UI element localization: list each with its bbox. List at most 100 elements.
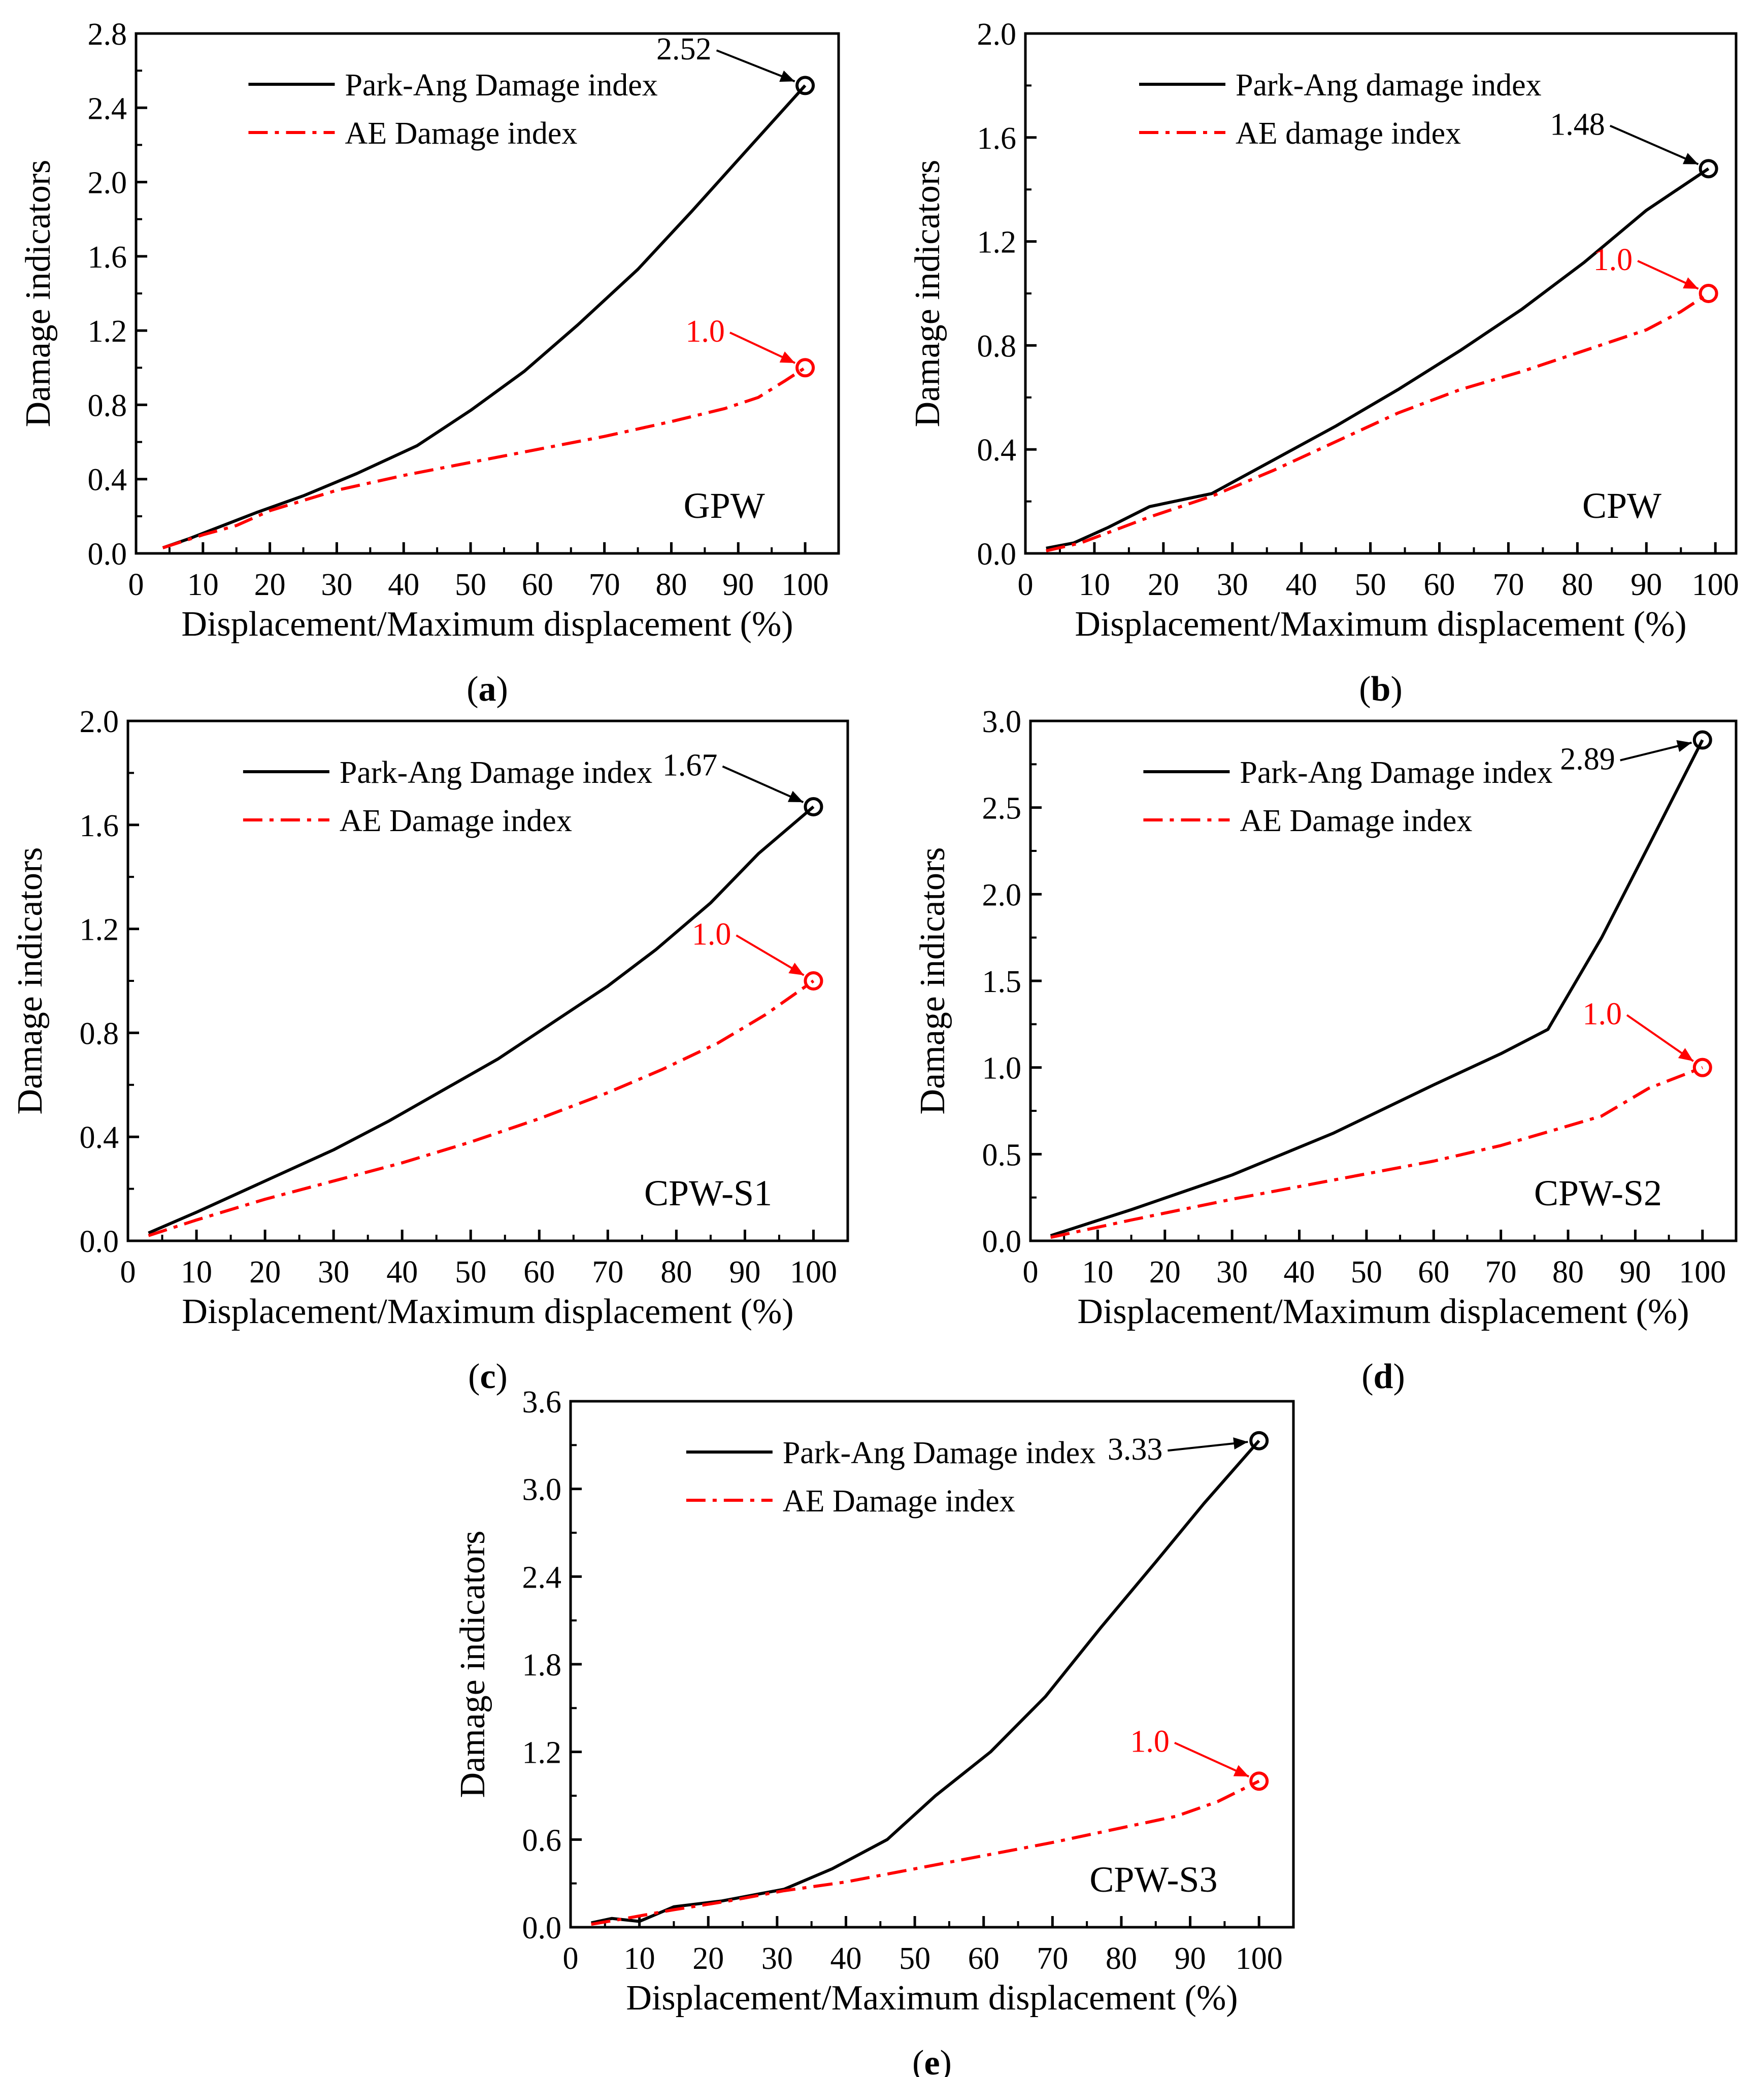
end-marker xyxy=(1699,159,1718,179)
annotation-arrow xyxy=(1609,124,1699,166)
chart-panel-a: 0 10 20 30 40 50 60 70 80 90 100 0.0 0.4 0.8 1.2 1.6 2.0… xyxy=(19,17,840,709)
y-axis: 0.0 0.4 0.8 1.2 1.6 2.0 2.4 2.8 xyxy=(88,17,147,572)
x-tick-label: 80 xyxy=(1106,1941,1137,1976)
annotation-arrowhead xyxy=(1683,153,1699,164)
value-annotation: 1.67 xyxy=(662,748,718,783)
x-tick-label: 30 xyxy=(761,1941,793,1976)
x-tick-label: 20 xyxy=(249,1255,281,1290)
legend-label: AE damage index xyxy=(1236,116,1461,151)
x-tick-label: 40 xyxy=(386,1255,418,1290)
value-annotation: 1.0 xyxy=(685,314,725,349)
legend-label: AE Damage index xyxy=(340,804,572,838)
end-marker xyxy=(1249,1431,1269,1450)
value-annotation: 2.89 xyxy=(1560,742,1615,777)
annotation-arrowhead xyxy=(1683,277,1699,289)
annotation-arrow xyxy=(722,765,804,803)
y-tick-label: 1.6 xyxy=(80,809,119,843)
plot-frame xyxy=(569,1400,1295,1929)
y-axis-label: Damage indicators xyxy=(913,847,952,1115)
panel-caption: (a) xyxy=(467,670,508,709)
plot-frame xyxy=(1024,32,1738,555)
x-tick-label: 100 xyxy=(790,1255,837,1290)
series-line-ae xyxy=(1050,1066,1703,1239)
x-tick-label: 0 xyxy=(1018,568,1034,602)
plot-frame xyxy=(135,32,840,555)
series-line-park-ang xyxy=(1050,739,1704,1237)
y-axis: 0.0 0.4 0.8 1.2 1.6 2.0 xyxy=(80,705,139,1259)
y-axis-label: Damage indicators xyxy=(11,847,50,1115)
chart-panel-e: 0 10 20 30 40 50 60 70 80 90 100 0.0 0.6 1.2 1.8 2.4 3.0… xyxy=(453,1385,1295,2077)
annotation-arrowhead xyxy=(779,70,795,82)
end-marker xyxy=(1699,284,1718,303)
y-tick-label: 2.0 xyxy=(977,17,1017,52)
x-axis: 0 10 20 30 40 50 60 70 80 90 100 xyxy=(1018,542,1739,602)
panel-label: GPW xyxy=(684,485,765,526)
end-marker xyxy=(804,971,823,991)
x-tick-label: 80 xyxy=(655,568,687,602)
x-tick-label: 0 xyxy=(128,568,144,602)
x-tick-label: 60 xyxy=(522,568,553,602)
x-tick-label: 50 xyxy=(455,568,486,602)
annotation-arrowhead xyxy=(1233,1765,1249,1777)
y-axis: 0.0 0.4 0.8 1.2 1.6 2.0 xyxy=(977,17,1037,572)
value-annotation: 1.0 xyxy=(692,917,731,951)
x-tick-label: 50 xyxy=(1351,1255,1382,1290)
y-tick-label: 2.8 xyxy=(88,17,127,52)
series-line-park-ang xyxy=(162,84,807,549)
annotation-arrowhead xyxy=(1233,1437,1248,1449)
y-tick-label: 1.2 xyxy=(80,913,119,947)
x-tick-label: 60 xyxy=(1424,568,1455,602)
legend-label: Park-Ang Damage index xyxy=(345,68,657,103)
plot-frame xyxy=(126,719,849,1242)
end-marker xyxy=(795,358,815,378)
annotation-arrowhead xyxy=(788,963,804,975)
legend-label: AE Damage index xyxy=(345,116,577,151)
y-tick-label: 2.4 xyxy=(88,91,127,126)
x-tick-label: 100 xyxy=(782,568,829,602)
x-tick-label: 30 xyxy=(1216,1255,1248,1290)
y-tick-label: 1.5 xyxy=(982,965,1022,999)
y-tick-label: 1.6 xyxy=(977,121,1017,156)
legend-label: Park-Ang Damage index xyxy=(1240,755,1552,790)
y-axis-label: Damage indicators xyxy=(453,1531,492,1798)
chart-panel-c: 0 10 20 30 40 50 60 70 80 90 100 0.0 0.4 0.8 1.2 1.6 2.0… xyxy=(11,705,849,1396)
x-tick-label: 100 xyxy=(1236,1941,1283,1976)
x-tick-label: 10 xyxy=(624,1941,655,1976)
series-line-ae xyxy=(162,366,806,549)
x-axis-label: Displacement/Maximum displacement (%) xyxy=(181,605,793,644)
y-tick-label: 0.4 xyxy=(88,463,127,498)
x-tick-label: 70 xyxy=(1485,1255,1517,1290)
x-tick-label: 30 xyxy=(321,568,352,602)
x-tick-label: 40 xyxy=(388,568,419,602)
series-line-park-ang xyxy=(1046,167,1710,550)
panel-label: CPW xyxy=(1582,485,1661,526)
y-axis-label: Damage indicators xyxy=(19,160,58,427)
y-tick-label: 1.2 xyxy=(88,314,127,349)
value-annotation: 1.0 xyxy=(1593,243,1633,277)
x-tick-label: 60 xyxy=(968,1941,1000,1976)
x-tick-label: 20 xyxy=(254,568,286,602)
y-tick-label: 0.8 xyxy=(80,1016,119,1051)
panel-caption: (e) xyxy=(912,2043,952,2077)
y-tick-label: 0.4 xyxy=(977,433,1017,468)
x-tick-label: 40 xyxy=(1286,568,1317,602)
x-axis: 0 10 20 30 40 50 60 70 80 90 100 xyxy=(563,1916,1283,1976)
series-line-park-ang xyxy=(148,805,815,1235)
x-tick-label: 70 xyxy=(1492,568,1524,602)
end-marker xyxy=(795,76,815,95)
x-tick-label: 80 xyxy=(660,1255,692,1290)
value-annotation: 1.0 xyxy=(1130,1725,1170,1759)
y-tick-label: 1.2 xyxy=(522,1736,562,1770)
y-tick-label: 2.0 xyxy=(982,878,1022,912)
x-tick-label: 90 xyxy=(1630,568,1662,602)
y-tick-label: 0.5 xyxy=(982,1138,1022,1172)
y-tick-label: 0.0 xyxy=(982,1225,1022,1259)
panel-label: CPW-S1 xyxy=(644,1173,772,1213)
panel-caption: (b) xyxy=(1359,670,1403,709)
legend-label: AE Damage index xyxy=(783,1484,1015,1519)
x-tick-label: 20 xyxy=(692,1941,724,1976)
series-line-park-ang xyxy=(591,1439,1260,1925)
series-line-ae xyxy=(1046,292,1710,552)
annotation-arrowhead xyxy=(787,790,804,803)
